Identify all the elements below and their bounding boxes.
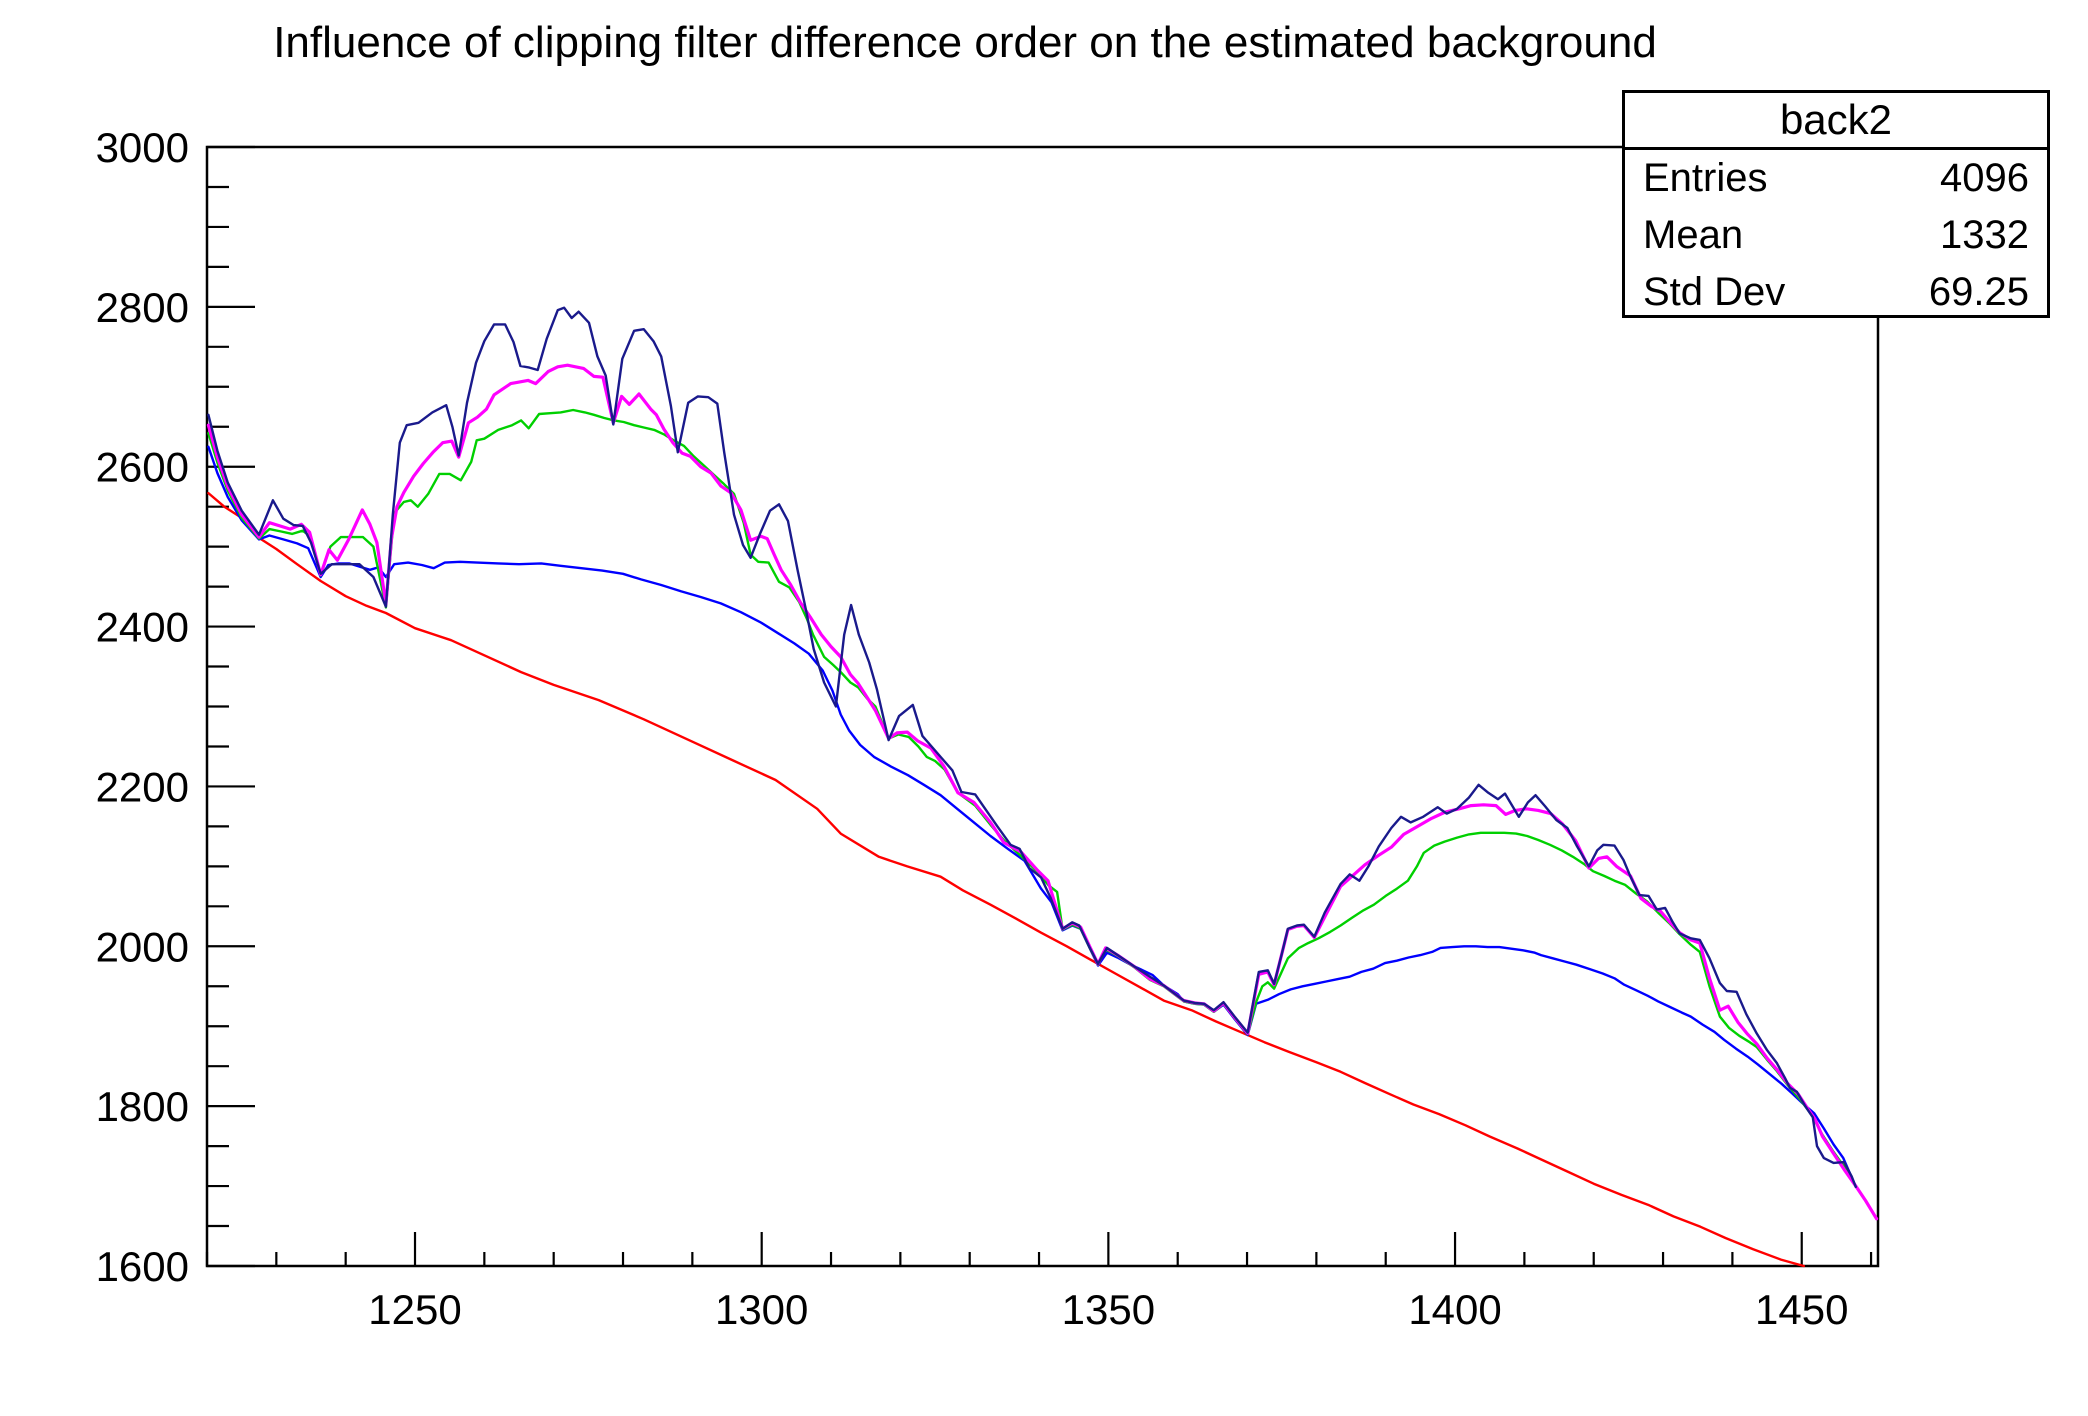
x-tick-label: 1250	[368, 1286, 461, 1333]
stats-label: Entries	[1643, 156, 1768, 200]
y-tick-label: 2400	[96, 604, 189, 651]
stats-value: 69.25	[1928, 270, 2029, 314]
x-tick-label: 1450	[1755, 1286, 1848, 1333]
series-red	[207, 491, 1806, 1268]
stats-box-title: back2	[1625, 93, 2047, 150]
series-dark-blue	[207, 306, 1858, 1189]
y-tick-label: 1600	[96, 1243, 189, 1290]
series-magenta	[206, 363, 1879, 1221]
stats-row-entries: Entries 4096	[1625, 150, 2047, 207]
x-tick-label: 1350	[1062, 1286, 1155, 1333]
series-green	[207, 408, 1866, 1201]
stats-label: Mean	[1643, 213, 1744, 257]
y-tick-label: 1800	[96, 1083, 189, 1130]
y-tick-label: 2000	[96, 923, 189, 970]
x-tick-label: 1400	[1408, 1286, 1501, 1333]
y-tick-label: 3000	[96, 124, 189, 171]
chart-title: Influence of clipping filter difference …	[273, 18, 1657, 67]
stats-value: 1332	[1940, 213, 2029, 257]
stats-box: back2 Entries 4096 Mean 1332 Std Dev 69.…	[1622, 90, 2050, 318]
y-tick-label: 2200	[96, 763, 189, 810]
stats-value: 4096	[1940, 156, 2029, 200]
y-tick-label: 2600	[96, 444, 189, 491]
stats-label: Std Dev	[1643, 270, 1786, 314]
y-tick-label: 2800	[96, 284, 189, 331]
x-tick-label: 1300	[715, 1286, 808, 1333]
stats-row-stddev: Std Dev 69.25	[1625, 264, 2047, 321]
series-blue	[207, 445, 1858, 1189]
stats-row-mean: Mean 1332	[1625, 207, 2047, 264]
